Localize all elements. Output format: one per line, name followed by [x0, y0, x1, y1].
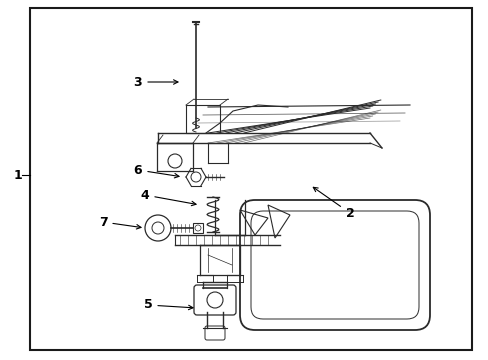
Text: 2: 2: [313, 187, 354, 220]
Text: 5: 5: [143, 298, 193, 311]
Bar: [193, 223, 203, 233]
Text: 7: 7: [99, 216, 141, 229]
Text: 4: 4: [141, 189, 196, 206]
Text: 3: 3: [133, 76, 178, 89]
Text: 6: 6: [133, 163, 179, 178]
Text: 1: 1: [14, 168, 22, 181]
